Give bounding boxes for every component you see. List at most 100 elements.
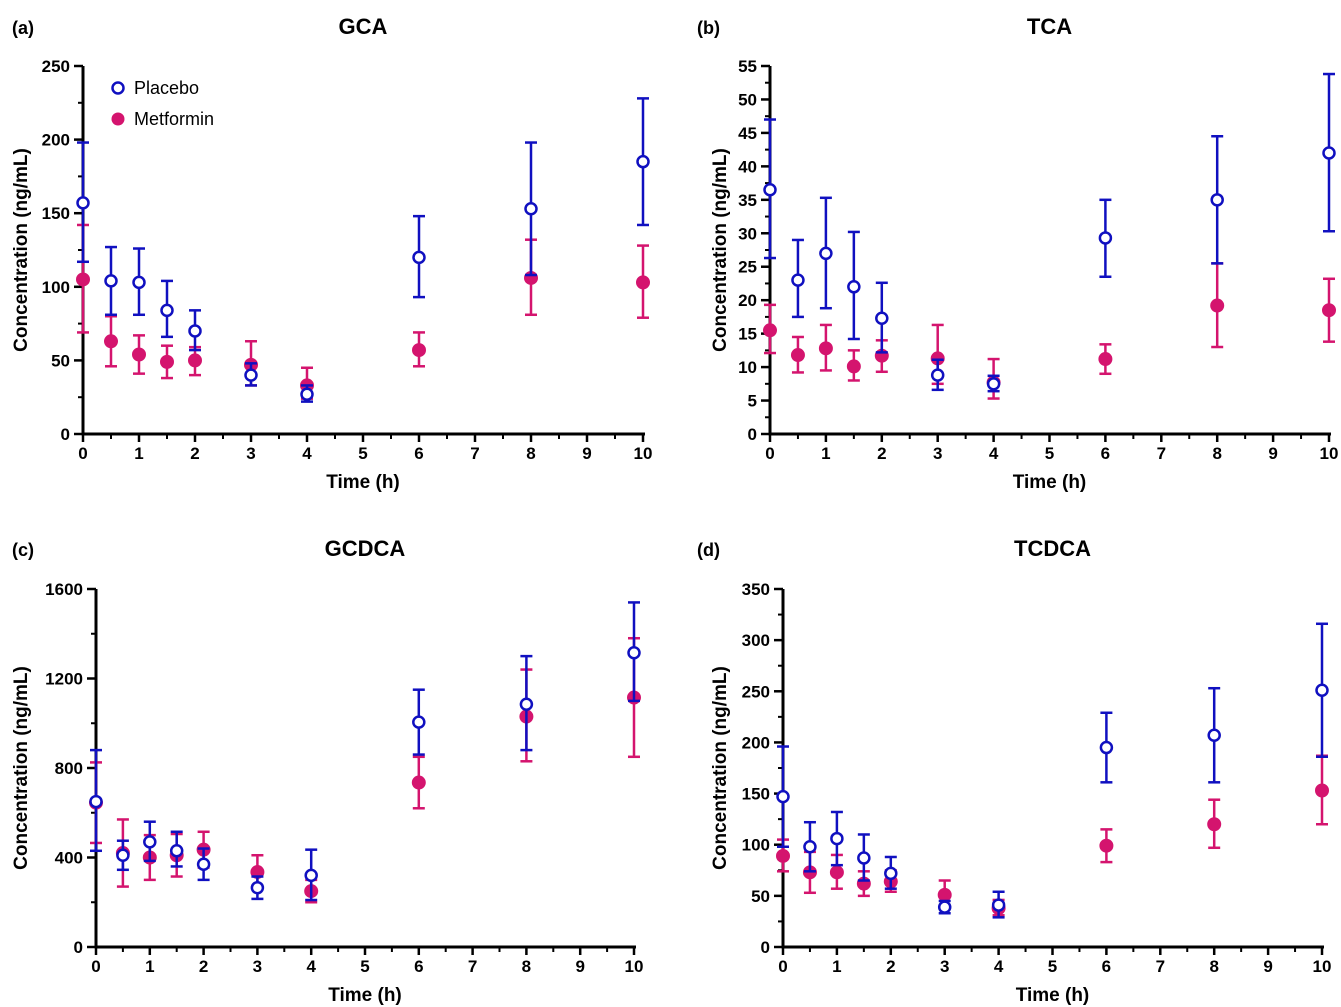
data-point (829, 865, 844, 880)
x-tick-label: 3 (253, 957, 262, 976)
panel-letter: (b) (697, 18, 720, 38)
data-point (76, 196, 90, 210)
y-tick-label: 25 (738, 258, 757, 277)
data-point (763, 323, 777, 338)
data-point (1099, 838, 1114, 853)
legend-marker-placebo (111, 81, 125, 95)
y-tick-label: 0 (761, 938, 770, 957)
y-tick-label: 300 (742, 631, 770, 650)
data-point (791, 273, 805, 287)
y-axis-label: Concentration (ng/mL) (710, 666, 731, 870)
data-point (169, 844, 184, 858)
x-tick-label: 5 (1048, 957, 1057, 976)
data-point (524, 202, 538, 216)
y-tick-label: 250 (42, 57, 70, 76)
x-tick-label: 1 (134, 444, 143, 463)
data-point (132, 275, 146, 290)
y-tick-label: 250 (742, 682, 770, 701)
x-tick-label: 5 (360, 957, 369, 976)
data-point (1207, 728, 1221, 743)
x-tick-label: 4 (306, 957, 316, 976)
panel-letter: (a) (12, 18, 34, 38)
x-tick-label: 10 (634, 444, 653, 463)
data-point (627, 646, 641, 660)
data-point (1210, 298, 1225, 313)
x-tick-label: 1 (821, 444, 830, 463)
data-point (196, 857, 211, 871)
x-tick-label: 3 (940, 957, 949, 976)
y-tick-label: 30 (738, 224, 757, 243)
data-point (104, 334, 118, 349)
x-tick-label: 10 (1320, 444, 1339, 463)
panel-title: TCDCA (1014, 536, 1091, 561)
data-point (188, 324, 202, 338)
y-tick-label: 20 (738, 291, 757, 310)
data-point (790, 348, 805, 363)
data-point (104, 274, 118, 288)
x-tick-label: 5 (358, 444, 367, 463)
y-tick-label: 0 (748, 425, 757, 444)
y-tick-label: 1600 (45, 580, 83, 599)
x-tick-label: 4 (302, 444, 312, 463)
x-axis-label: Time (h) (326, 472, 400, 493)
x-tick-label: 2 (877, 444, 886, 463)
x-axis-label: Time (h) (328, 985, 402, 1006)
panel-title: TCA (1027, 14, 1072, 39)
data-point (160, 354, 174, 369)
y-tick-label: 200 (42, 131, 70, 150)
x-tick-label: 9 (1268, 444, 1277, 463)
x-tick-label: 9 (575, 957, 584, 976)
data-point (846, 359, 861, 374)
data-point (847, 280, 861, 294)
y-tick-label: 150 (42, 204, 70, 223)
data-point (830, 831, 844, 846)
data-point (776, 848, 790, 863)
y-tick-label: 15 (738, 325, 757, 344)
data-point (875, 311, 889, 325)
data-point (1315, 683, 1329, 698)
x-tick-label: 3 (933, 444, 942, 463)
panel-title: GCDCA (325, 536, 406, 561)
x-tick-label: 2 (190, 444, 199, 463)
x-tick-label: 6 (1102, 957, 1111, 976)
series-metformin (89, 636, 641, 904)
panel-title: GCA (339, 14, 388, 39)
y-tick-label: 35 (738, 191, 757, 210)
x-tick-label: 8 (1209, 957, 1218, 976)
y-tick-label: 100 (742, 836, 770, 855)
data-point (412, 343, 426, 358)
x-axis-label: Time (h) (1013, 472, 1087, 493)
x-tick-label: 2 (886, 957, 895, 976)
y-tick-label: 100 (42, 278, 70, 297)
x-tick-label: 5 (1045, 444, 1054, 463)
data-point (304, 868, 318, 883)
y-tick-label: 0 (74, 938, 83, 957)
x-tick-label: 6 (1101, 444, 1110, 463)
data-point (1322, 146, 1336, 160)
data-point (937, 900, 952, 914)
series-placebo (76, 97, 650, 403)
data-point (986, 377, 1001, 391)
x-tick-label: 0 (765, 444, 774, 463)
x-tick-label: 0 (778, 957, 787, 976)
x-tick-label: 0 (91, 957, 100, 976)
data-point (300, 387, 314, 402)
panel-letter: (c) (12, 540, 34, 560)
x-tick-label: 7 (1156, 957, 1165, 976)
data-point (411, 775, 426, 790)
panel-letter: (d) (697, 540, 720, 560)
x-tick-label: 1 (832, 957, 841, 976)
series-placebo (763, 72, 1336, 393)
x-tick-label: 10 (1313, 957, 1332, 976)
y-tick-label: 5 (748, 392, 757, 411)
panel-gcdca: (c) GCDCA 0 400 800 1200 1600 0 1 2 3 4 5 6 7 8 9 10 Time … (11, 536, 643, 1006)
y-tick-label: 45 (738, 124, 757, 143)
data-point (76, 272, 90, 287)
data-point (1322, 303, 1336, 318)
data-point (803, 840, 817, 854)
x-tick-label: 2 (199, 957, 208, 976)
data-point (188, 353, 202, 368)
y-tick-label: 50 (738, 90, 757, 109)
data-point (763, 183, 777, 197)
